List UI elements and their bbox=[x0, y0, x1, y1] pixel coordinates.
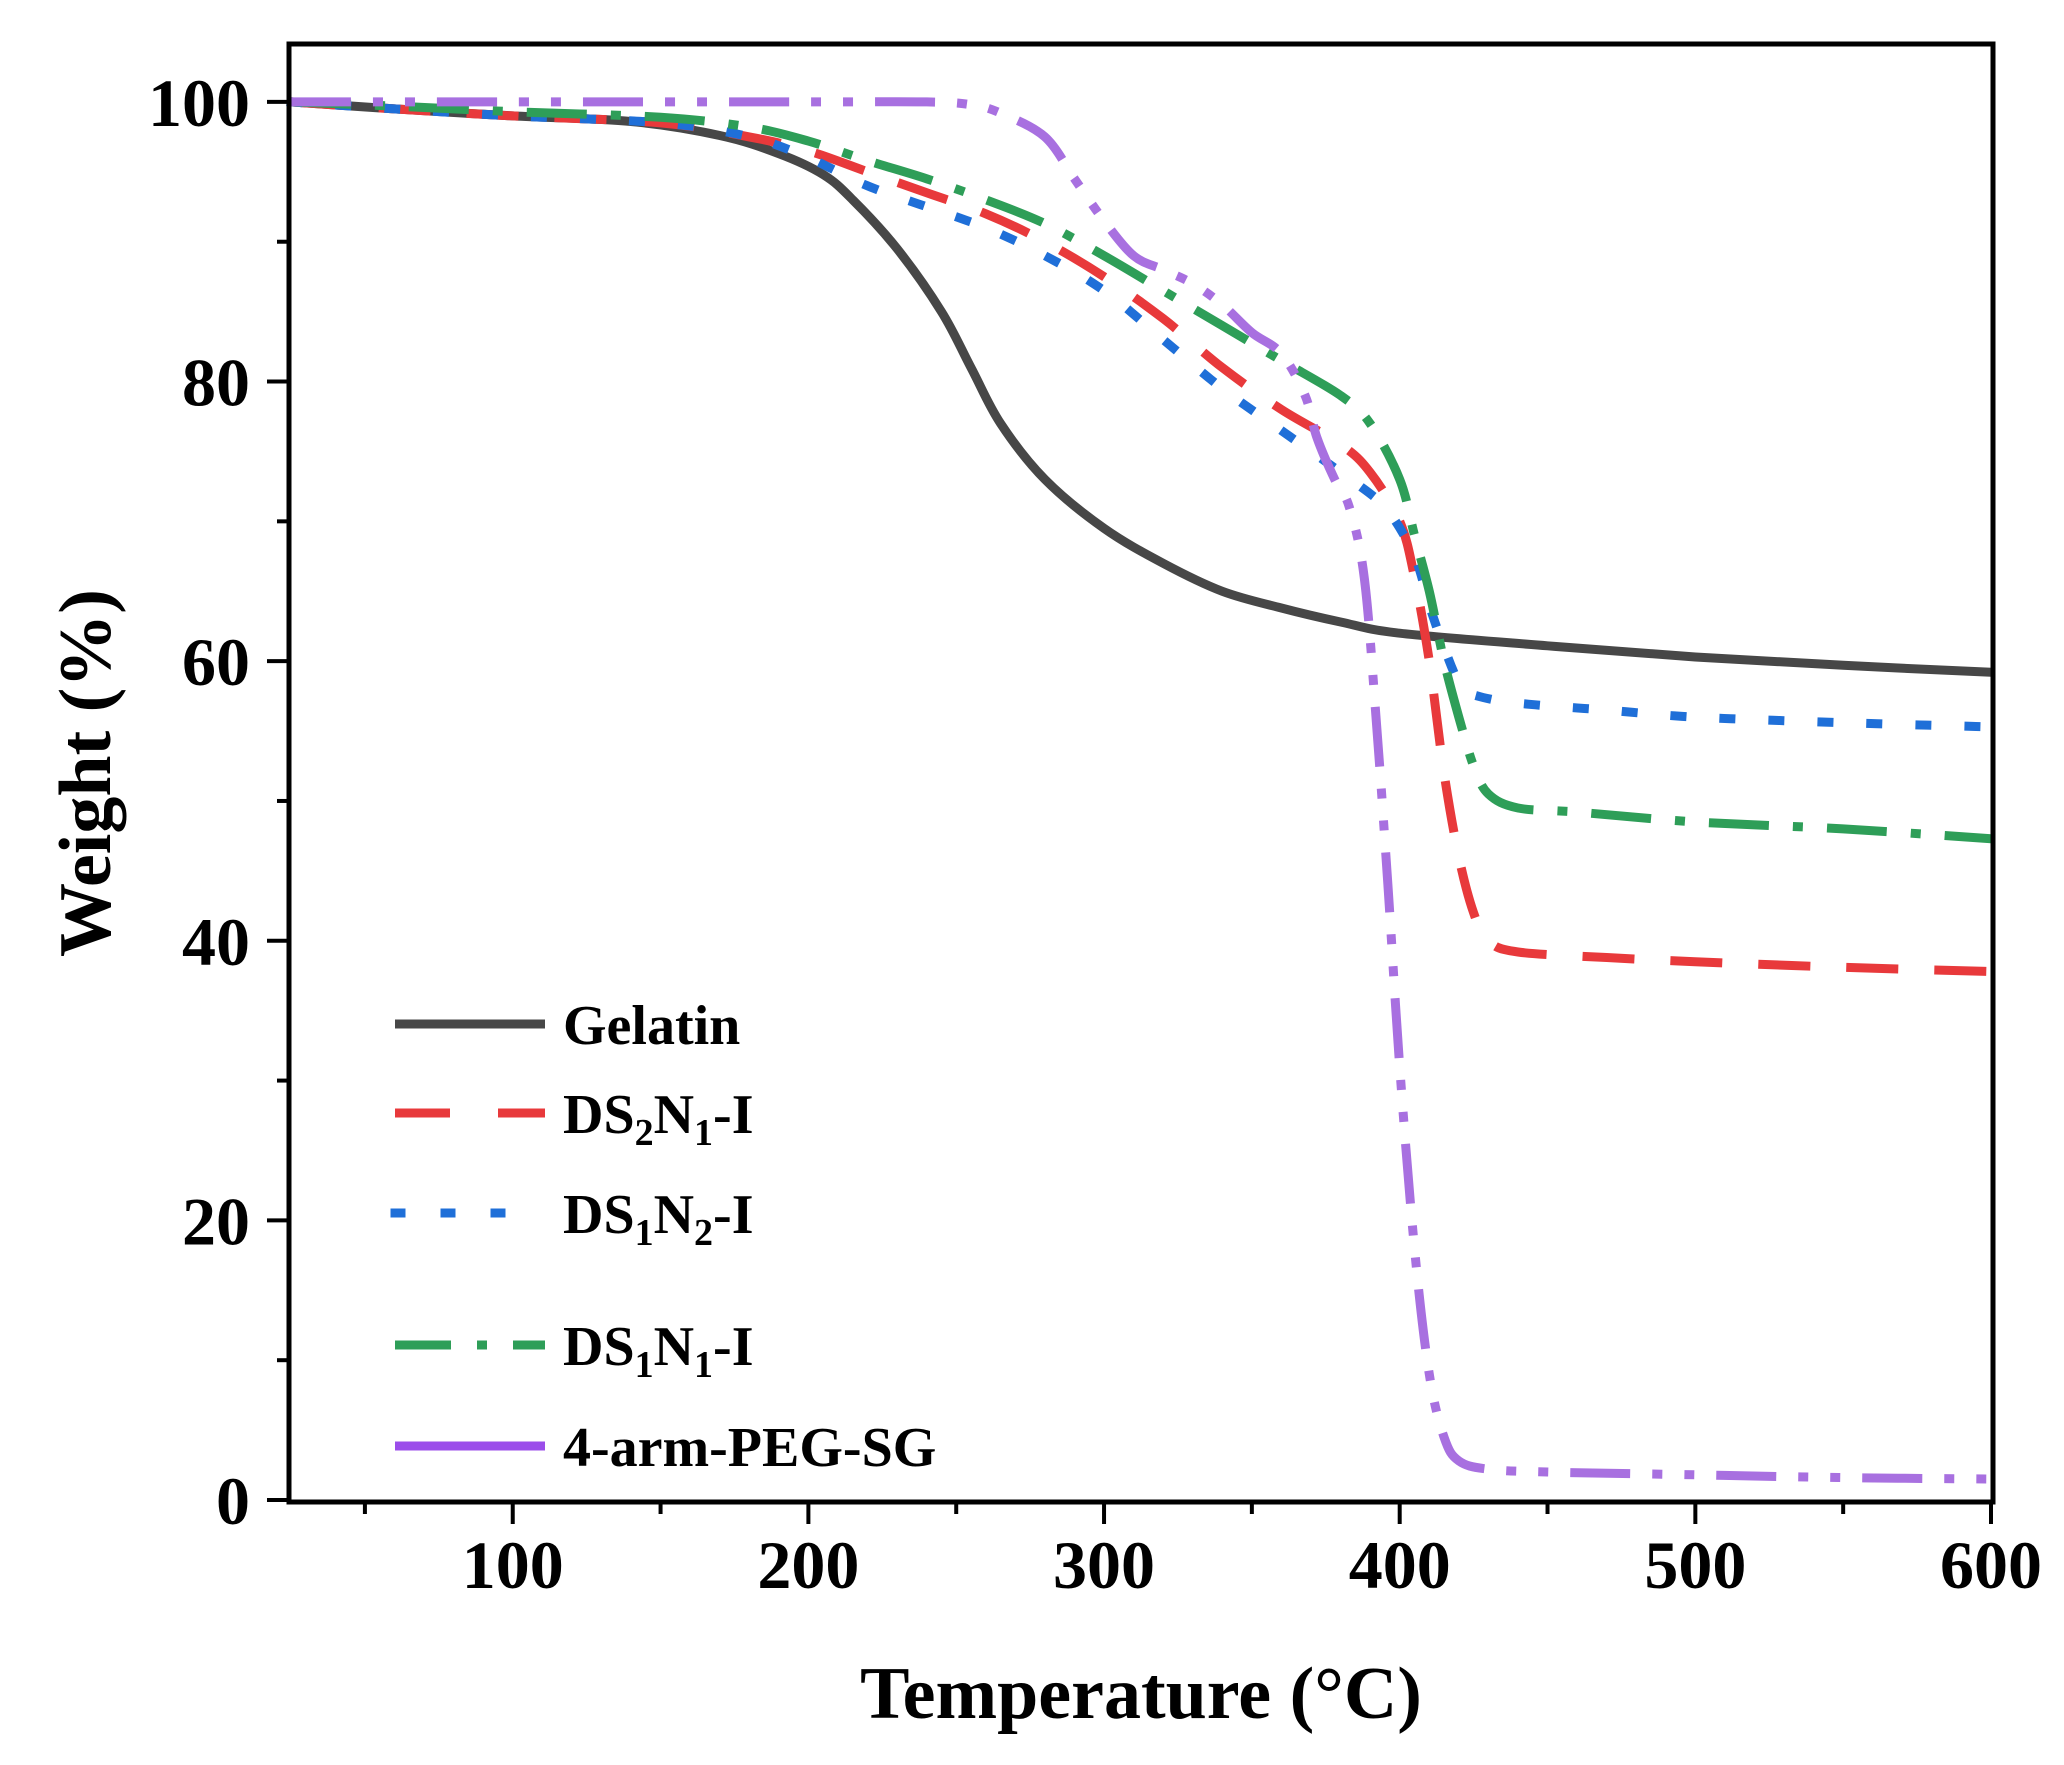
legend-text: -I bbox=[713, 1184, 753, 1246]
legend-subscript: 2 bbox=[635, 1112, 654, 1154]
y-tick-label: 40 bbox=[182, 904, 250, 980]
x-tick-label: 300 bbox=[1053, 1527, 1155, 1603]
legend-label-2: DS2N1-I bbox=[563, 1084, 754, 1154]
x-axis-label: Temperature (°C) bbox=[860, 1653, 1422, 1735]
y-tick-label: 100 bbox=[148, 65, 250, 141]
x-tick-label: 400 bbox=[1349, 1527, 1451, 1603]
x-tick-label: 600 bbox=[1940, 1527, 2042, 1603]
legend-text: DS bbox=[563, 1184, 635, 1246]
series-line-3 bbox=[286, 97, 1996, 732]
y-axis-label: Weight (%) bbox=[45, 589, 127, 957]
legend-label-1: Gelatin bbox=[563, 995, 740, 1057]
x-axis-ticks: 100 200 300 400 500 600 bbox=[362, 1500, 2042, 1603]
plot-frame bbox=[286, 41, 1996, 1505]
legend-text: DS bbox=[563, 1316, 635, 1378]
y-axis-ticks: 0 20 40 60 80 100 bbox=[148, 65, 291, 1539]
x-tick-label: 200 bbox=[757, 1527, 859, 1603]
legend-subscript: 1 bbox=[694, 1344, 713, 1386]
legend-text: -I bbox=[713, 1316, 753, 1378]
legend-text: N bbox=[654, 1316, 694, 1378]
series-line-5 bbox=[291, 97, 1992, 1484]
series-line-2 bbox=[290, 97, 1992, 976]
legend-label-4: DS1N1-I bbox=[563, 1316, 754, 1386]
legend-label-3: DS1N2-I bbox=[563, 1184, 754, 1254]
legend-text: Gelatin bbox=[563, 995, 740, 1057]
legend-subscript: 2 bbox=[694, 1212, 713, 1254]
legend-text: N bbox=[654, 1184, 694, 1246]
legend-subscript: 1 bbox=[635, 1212, 654, 1254]
y-tick-label: 80 bbox=[182, 345, 250, 421]
legend-subscript: 1 bbox=[635, 1344, 654, 1386]
y-tick-label: 0 bbox=[216, 1463, 250, 1539]
y-tick-label: 20 bbox=[182, 1183, 250, 1259]
series-line-4 bbox=[290, 97, 1992, 844]
legend-text: DS bbox=[563, 1084, 635, 1146]
legend-text: 4-arm-PEG-SG bbox=[563, 1417, 936, 1479]
series-curves bbox=[286, 97, 1996, 1484]
legend-text: -I bbox=[713, 1084, 753, 1146]
series-line-1 bbox=[290, 97, 1992, 677]
x-tick-label: 100 bbox=[462, 1527, 564, 1603]
legend-label-5: 4-arm-PEG-SG bbox=[563, 1417, 936, 1479]
y-tick-label: 60 bbox=[182, 624, 250, 700]
legend-text: N bbox=[654, 1084, 694, 1146]
legend-subscript: 1 bbox=[694, 1112, 713, 1154]
x-tick-label: 500 bbox=[1644, 1527, 1746, 1603]
